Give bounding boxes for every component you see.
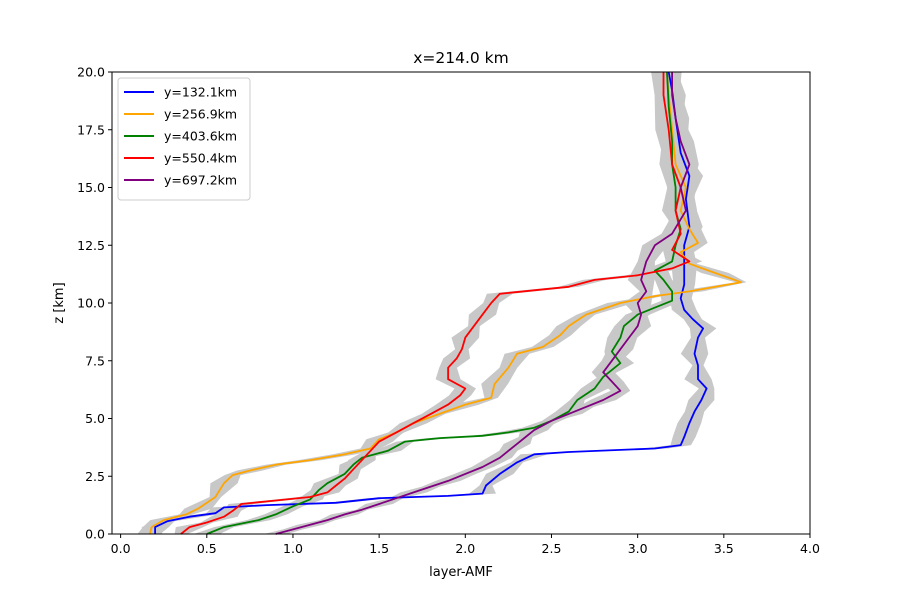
x-tick-label: 3.0 bbox=[628, 541, 648, 556]
y-axis-ticks: 0.0 2.5 5.0 7.5 10.0 12.5 15.0 17.5 20.0 bbox=[77, 65, 112, 542]
x-tick-label: 4.0 bbox=[800, 541, 820, 556]
y-tick-label: 12.5 bbox=[77, 238, 105, 253]
legend-entry: y=132.1km bbox=[164, 85, 237, 100]
y-tick-label: 5.0 bbox=[85, 411, 105, 426]
y-axis-label: z [km] bbox=[52, 282, 67, 323]
x-tick-label: 2.5 bbox=[542, 541, 562, 556]
series-line bbox=[149, 71, 742, 535]
x-tick-label: 3.5 bbox=[714, 541, 734, 556]
y-tick-label: 17.5 bbox=[77, 122, 105, 137]
x-tick-label: 2.0 bbox=[455, 541, 475, 556]
series-line bbox=[275, 72, 691, 535]
y-tick-label: 7.5 bbox=[85, 353, 105, 368]
legend: y=132.1km y=256.9km y=403.6km y=550.4km y=69… bbox=[117, 77, 251, 201]
series-line bbox=[180, 72, 691, 535]
x-tick-label: 0.0 bbox=[111, 541, 131, 556]
y-tick-label: 2.5 bbox=[85, 469, 105, 484]
uncertainty-band bbox=[193, 72, 690, 534]
y-tick-label: 15.0 bbox=[77, 180, 105, 195]
legend-box bbox=[117, 77, 251, 201]
x-tick-label: 0.5 bbox=[197, 541, 217, 556]
series-line bbox=[154, 71, 708, 534]
series-lines bbox=[149, 71, 742, 535]
x-axis-label: layer-AMF bbox=[429, 565, 493, 580]
x-tick-label: 1.5 bbox=[369, 541, 389, 556]
legend-entry: y=403.6km bbox=[164, 129, 237, 144]
legend-entry: y=256.9km bbox=[164, 107, 237, 122]
chart-title: x=214.0 km bbox=[413, 49, 509, 67]
x-tick-label: 1.0 bbox=[283, 541, 303, 556]
y-tick-label: 20.0 bbox=[77, 65, 105, 80]
legend-entry: y=550.4km bbox=[164, 151, 237, 166]
x-axis-ticks: 0.0 0.5 1.0 1.5 2.0 2.5 3.0 3.5 4.0 bbox=[111, 534, 820, 556]
y-tick-label: 0.0 bbox=[85, 527, 105, 542]
legend-entry: y=697.2km bbox=[164, 173, 237, 188]
y-tick-label: 10.0 bbox=[77, 296, 105, 311]
